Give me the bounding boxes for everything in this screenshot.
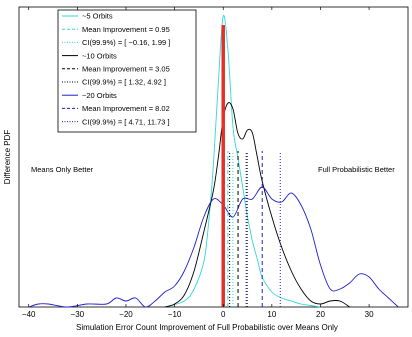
x-tick-label: 10 bbox=[267, 310, 276, 319]
legend-label-7: ~20 Orbits bbox=[82, 91, 117, 100]
legend-label-3: CI(99.9%) = [ −0.16, 1.99 ] bbox=[82, 38, 170, 47]
x-tick-label: 0 bbox=[221, 310, 226, 319]
legend-entries: ~5 Orbits Mean Improvement = 0.95 CI(99.9%… bbox=[62, 12, 170, 126]
legend-label-1: ~5 Orbits bbox=[82, 12, 113, 21]
legend-label-9: CI(99.9%) = [ 4.71, 11.73 ] bbox=[82, 117, 170, 126]
legend: ~5 Orbits Mean Improvement = 0.95 CI(99.9%… bbox=[57, 9, 197, 133]
x-tick-label: −30 bbox=[71, 310, 85, 319]
y-axis-label: Difference PDF bbox=[3, 130, 12, 185]
plot-frame bbox=[18, 6, 409, 308]
x-tick-label: −20 bbox=[119, 310, 133, 319]
legend-label-5: Mean Improvement = 3.05 bbox=[82, 65, 170, 74]
x-tick-label: −40 bbox=[22, 310, 36, 319]
legend-label-4: ~10 Orbits bbox=[82, 51, 117, 60]
series-line-10-orbits bbox=[164, 102, 350, 308]
series-line-20-orbits bbox=[28, 186, 399, 308]
x-tick-label: 20 bbox=[316, 310, 325, 319]
legend-label-2: Mean Improvement = 0.95 bbox=[82, 25, 170, 34]
vline-layer bbox=[221, 25, 281, 307]
legend-label-6: CI(99.9%) = [ 1.32, 4.92 ] bbox=[82, 78, 166, 87]
annotation-full-probabilistic-better: Full Probabilistic Better bbox=[318, 165, 395, 174]
series-line-5-orbits bbox=[164, 14, 321, 308]
legend-label-8: Mean Improvement = 8.02 bbox=[82, 104, 170, 113]
x-axis-label: Simulation Error Count Improvement of Fu… bbox=[76, 323, 338, 332]
x-tick-label: 30 bbox=[365, 310, 374, 319]
x-tick-label: −10 bbox=[168, 310, 182, 319]
legend-box bbox=[57, 9, 197, 133]
annotation-means-only-better: Means Only Better bbox=[31, 165, 94, 174]
ticks-layer: −40 −30 −20 −10 0 10 20 30 bbox=[22, 7, 374, 319]
